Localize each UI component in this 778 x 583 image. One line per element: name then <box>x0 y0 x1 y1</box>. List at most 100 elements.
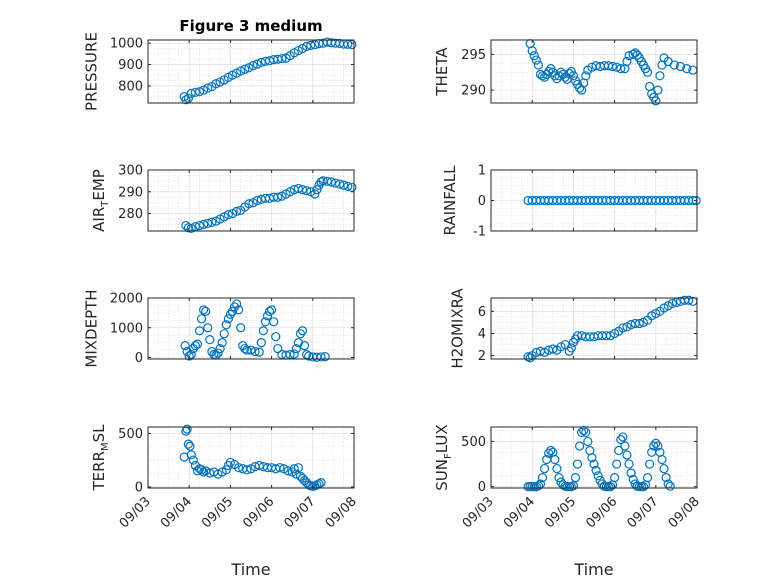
data-point <box>622 56 632 67</box>
data-point <box>326 177 336 187</box>
data-point <box>194 326 205 336</box>
data-point <box>242 465 252 475</box>
data-point <box>185 441 195 451</box>
data-point <box>289 464 299 474</box>
y-tick-label: -1 <box>473 225 486 240</box>
y-tick-label: 2 <box>478 349 486 364</box>
y-tick-label: 0 <box>478 194 486 209</box>
data-point <box>219 329 229 339</box>
data-point <box>316 177 326 187</box>
data-point <box>254 347 264 357</box>
data-point <box>248 61 258 71</box>
data-point <box>221 320 231 330</box>
data-point <box>310 189 320 199</box>
data-point <box>203 218 213 228</box>
data-point <box>199 305 209 315</box>
data-point <box>264 306 275 316</box>
data-point <box>250 346 260 357</box>
x-tick-label: 09/05 <box>542 494 579 531</box>
data-point <box>632 50 642 60</box>
data-point <box>302 186 312 196</box>
y-tick-label: 800 <box>118 79 143 94</box>
data-point <box>227 306 238 316</box>
y-axis-label-subscript: M <box>100 442 111 451</box>
y-axis-label-text: TERR <box>90 451 108 492</box>
y-tick-label: 1 <box>478 164 486 179</box>
data-point <box>293 463 303 473</box>
data-point <box>527 46 537 56</box>
data-point <box>665 481 675 491</box>
y-tick-label: 900 <box>118 58 143 73</box>
data-point <box>539 463 550 474</box>
y-tick-label: 1000 <box>110 37 143 52</box>
y-axis-label: SUNFLUX <box>433 424 454 490</box>
axes-box <box>147 297 355 360</box>
y-axis-label: RAINFALL <box>441 165 459 236</box>
data-point <box>343 181 353 191</box>
y-axis-label-text: MIXDEPTH <box>83 289 101 367</box>
data-point <box>566 66 576 77</box>
y-tick-label: 500 <box>461 435 486 450</box>
y-tick-label: 0 <box>135 480 143 495</box>
axes-box <box>490 297 698 360</box>
data-point <box>533 481 543 491</box>
y-tick-label: 6 <box>478 305 486 320</box>
y-axis-label-text: SUN <box>433 459 451 491</box>
data-point <box>267 305 277 315</box>
y-axis-label-subscript: F <box>443 453 454 459</box>
y-axis-label-text: RAINFALL <box>441 165 459 236</box>
subplot-h2omixra: 2 4 6 H2OMIXRA <box>448 288 698 369</box>
data-point <box>258 326 268 336</box>
y-axis-label: TERRMSL <box>90 424 111 492</box>
data-point <box>320 352 330 362</box>
data-point <box>618 432 628 442</box>
data-point <box>568 71 579 81</box>
data-point <box>330 178 341 188</box>
data-point <box>181 95 191 105</box>
data-point <box>236 323 246 333</box>
y-axis-label-text: AIR <box>90 207 108 232</box>
data-point <box>256 338 266 348</box>
x-tick-label: 09/04 <box>158 494 195 531</box>
data-point <box>645 459 655 469</box>
data-point <box>622 450 632 460</box>
data-point <box>289 349 299 359</box>
x-tick-label: 09/04 <box>501 494 538 531</box>
data-point <box>183 439 193 449</box>
data-point <box>225 309 235 319</box>
data-point <box>548 344 558 354</box>
data-point <box>207 217 217 227</box>
y-axis-label: PRESSURE <box>83 32 101 111</box>
data-point <box>653 441 663 451</box>
data-point <box>667 298 677 309</box>
data-point <box>682 64 692 74</box>
data-point <box>533 60 543 70</box>
x-tick-label: 09/06 <box>583 494 620 531</box>
data-point <box>589 459 599 469</box>
data-point <box>223 314 233 324</box>
x-tick-label: 09/07 <box>282 494 319 531</box>
y-tick-label: 280 <box>118 207 143 222</box>
data-point <box>581 427 591 438</box>
data-point <box>651 438 661 448</box>
x-tick-label: 09/08 <box>666 494 703 531</box>
data-point <box>188 455 198 465</box>
x-tick-label: 09/07 <box>625 494 662 531</box>
data-point <box>299 341 310 351</box>
data-point <box>231 299 242 309</box>
data-point <box>183 93 193 103</box>
data-point <box>312 185 322 195</box>
y-tick-label: 4 <box>478 327 486 342</box>
data-point <box>574 441 585 451</box>
data-point <box>203 323 213 333</box>
data-point <box>642 67 653 77</box>
data-point <box>566 343 576 353</box>
y-axis-label: THETA <box>433 47 451 97</box>
data-point <box>529 51 539 61</box>
data-point <box>550 454 560 465</box>
data-point <box>244 199 254 209</box>
data-point <box>653 85 663 95</box>
data-point <box>593 471 603 481</box>
data-point <box>273 192 283 202</box>
y-axis-label: MIXDEPTH <box>83 289 101 367</box>
